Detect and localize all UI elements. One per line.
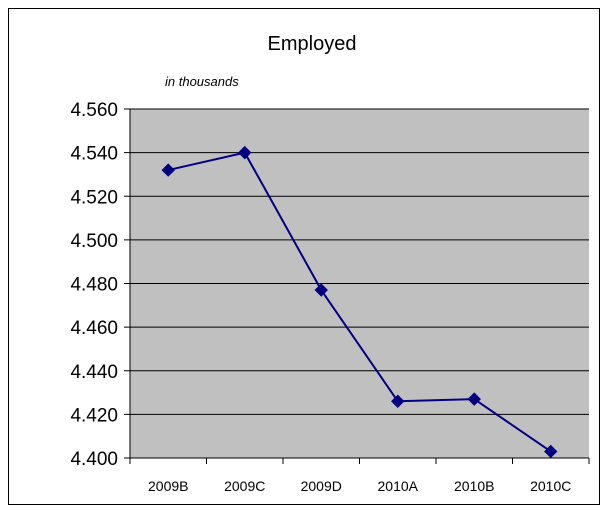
y-tick-label: 4.500: [70, 231, 118, 252]
series-line: [168, 151, 552, 453]
y-tick-label: 4.520: [70, 187, 118, 208]
data-point: [238, 145, 252, 160]
y-tick-label: 4.420: [70, 405, 118, 426]
x-tick-label: 2009B: [148, 478, 188, 494]
data-point: [314, 283, 328, 297]
y-tick-label: 4.400: [70, 449, 118, 470]
y-tick-label: 4.540: [70, 144, 118, 165]
data-point: [161, 163, 175, 177]
chart-title: Employed: [268, 33, 357, 55]
y-tick-label: 4.560: [70, 100, 118, 121]
data-point: [544, 444, 558, 459]
plot-area: 4.400 4.420 4.440 4.460 4.480 4.500 4.520 4.540…: [70, 100, 590, 494]
data-point: [391, 394, 405, 408]
y-tick-label: 4.460: [70, 318, 118, 339]
y-tick-label: 4.480: [70, 275, 118, 296]
x-tick-label: 2009C: [224, 478, 265, 494]
x-tick-label: 2009D: [301, 478, 342, 494]
chart-subtitle: in thousands: [165, 74, 239, 89]
x-tick-label: 2010C: [530, 478, 571, 494]
data-point: [467, 392, 481, 406]
x-tick-label: 2010B: [454, 478, 494, 494]
y-tick-label: 4.440: [70, 362, 118, 383]
x-tick-label: 2010A: [378, 478, 419, 494]
